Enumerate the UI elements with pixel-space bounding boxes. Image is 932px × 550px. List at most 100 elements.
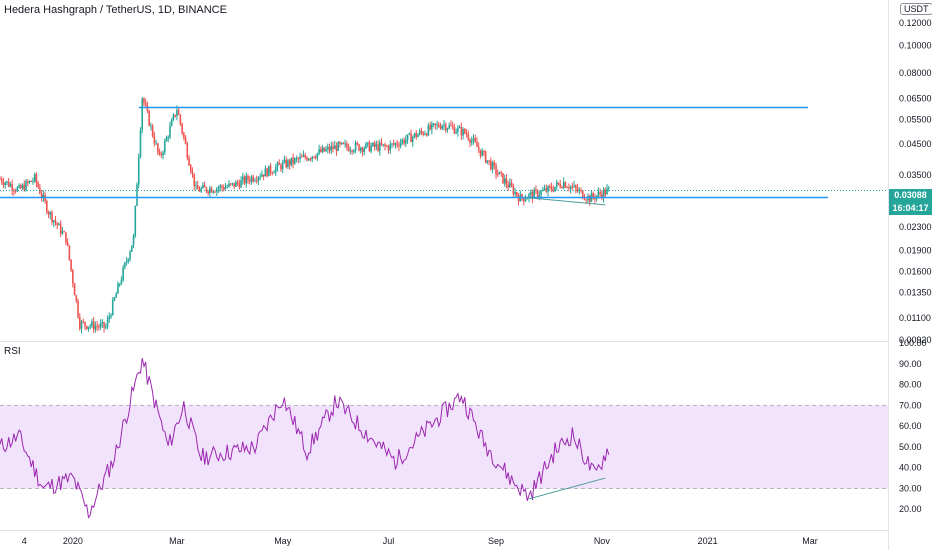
candle-body: [77, 301, 79, 317]
candle-body: [536, 190, 539, 197]
candle-body: [287, 160, 289, 168]
candle-body: [290, 157, 293, 166]
candle-body: [427, 125, 430, 136]
candle-body: [335, 145, 338, 151]
candle-body: [583, 198, 586, 200]
candle-body: [326, 146, 329, 150]
candle-body: [403, 139, 405, 144]
rsi-tick-label: 90.00: [899, 359, 922, 369]
candle-body: [365, 143, 367, 149]
candle-body: [460, 127, 463, 136]
price-tick-label: 0.00920: [899, 335, 932, 345]
candle-body: [486, 160, 489, 163]
candle-body: [214, 191, 216, 193]
candle-body: [165, 137, 168, 142]
candle-body: [46, 201, 48, 213]
candle-body: [384, 144, 386, 147]
candle-body: [42, 194, 45, 198]
candle-body: [516, 192, 518, 196]
candle-body: [120, 279, 123, 284]
candle-body: [117, 283, 119, 294]
candle-body: [522, 198, 525, 202]
candle-body: [226, 186, 229, 188]
candle-body: [401, 139, 404, 143]
candle-body: [269, 165, 272, 173]
candle-body: [514, 192, 516, 195]
candle-body: [61, 231, 64, 234]
candle-body: [148, 111, 150, 126]
candle-body: [476, 141, 478, 147]
candle-body: [224, 187, 227, 190]
candle-body: [481, 151, 483, 156]
candle-body: [242, 176, 244, 180]
candle-body: [70, 259, 72, 271]
candle-body: [385, 146, 388, 148]
rsi-tick-label: 100.00: [899, 338, 927, 348]
currency-button[interactable]: USDT: [900, 3, 932, 15]
candle-body: [559, 184, 562, 188]
candle-body: [581, 190, 584, 199]
candle-body: [196, 185, 199, 190]
rsi-tick-label: 40.00: [899, 463, 922, 473]
candle-body: [243, 176, 246, 184]
candle-body: [228, 183, 230, 187]
candle-body: [547, 186, 549, 192]
candle-body: [59, 223, 62, 234]
candle-body: [89, 325, 91, 327]
candle-body: [496, 174, 499, 176]
candle-body: [28, 180, 31, 183]
candle-body: [465, 133, 468, 135]
candle-body: [33, 174, 36, 181]
candle-body: [422, 132, 424, 135]
candle-body: [32, 180, 34, 182]
candle-body: [11, 184, 13, 191]
candle-body: [380, 142, 383, 146]
candle-body: [111, 300, 114, 316]
candle-body: [495, 165, 497, 175]
time-tick-label: 2020: [63, 536, 83, 546]
candle-body: [238, 183, 241, 188]
candle-body: [280, 164, 282, 170]
candle-body: [441, 125, 444, 129]
candle-body: [129, 251, 131, 260]
candle-body: [217, 187, 220, 189]
candle-body: [254, 180, 256, 182]
candle-body: [418, 130, 421, 135]
rsi-tick-label: 50.00: [899, 442, 922, 452]
candle-body: [363, 148, 366, 152]
candle-body: [91, 321, 93, 326]
candle-body: [340, 142, 343, 145]
candle-body: [132, 235, 135, 246]
candle-body: [26, 181, 29, 183]
rsi-tick-label: 80.00: [899, 380, 922, 390]
candle-body: [221, 185, 223, 188]
candle-body: [538, 195, 541, 197]
candle-body: [37, 182, 39, 188]
candle-body: [278, 162, 281, 165]
candle-body: [300, 156, 303, 158]
candle-body: [446, 128, 449, 131]
candle-body: [458, 127, 461, 129]
price-tick-label: 0.05500: [899, 114, 932, 124]
candle-body: [548, 186, 551, 188]
candle-body: [575, 185, 577, 189]
rsi-trendline: [528, 477, 606, 500]
candle-body: [87, 326, 90, 329]
candle-body: [188, 158, 190, 166]
candle-body: [592, 193, 594, 198]
candle-body: [377, 144, 379, 151]
candle-body: [333, 145, 336, 150]
candle-body: [0, 178, 3, 183]
candle-body: [6, 181, 8, 183]
candle-body: [40, 193, 43, 198]
candle-body: [143, 98, 145, 104]
candle-body: [108, 316, 111, 320]
candle-body: [588, 195, 591, 202]
candle-body: [136, 184, 138, 206]
candle-body: [191, 171, 194, 174]
candle-body: [451, 125, 454, 127]
candle-body: [521, 194, 523, 199]
candle-body: [502, 173, 504, 184]
candle-body: [92, 321, 95, 330]
